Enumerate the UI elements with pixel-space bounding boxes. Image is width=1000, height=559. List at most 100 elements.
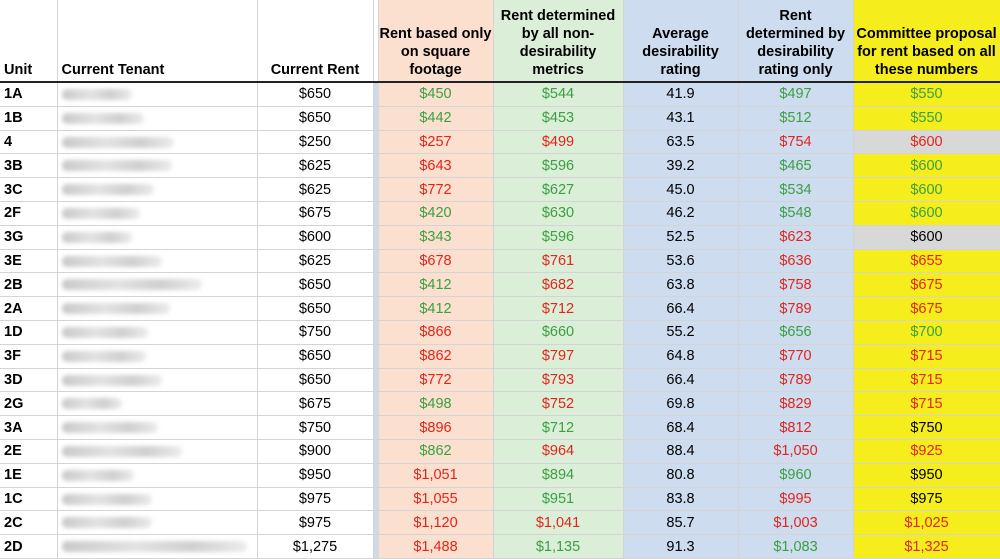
cell-current-rent[interactable]: $1,275: [257, 534, 374, 559]
cell-current-rent[interactable]: $650: [257, 368, 374, 393]
cell-unit[interactable]: 2G: [0, 391, 58, 417]
cell-current-rent[interactable]: $600: [257, 225, 374, 250]
cell-avg-desirability[interactable]: 43.1: [623, 106, 739, 131]
cell-rent-desirability[interactable]: $829: [738, 391, 854, 417]
cell-committee-proposal[interactable]: $550: [853, 106, 1000, 131]
cell-rent-sqft[interactable]: $772: [378, 177, 494, 202]
cell-committee-proposal[interactable]: $1,025: [853, 510, 1000, 536]
cell-committee-proposal[interactable]: $675: [853, 296, 1000, 321]
cell-tenant[interactable]: [57, 415, 258, 440]
cell-unit[interactable]: 2D: [0, 534, 58, 559]
cell-rent-desirability[interactable]: $512: [738, 106, 854, 131]
cell-tenant[interactable]: [57, 368, 258, 393]
cell-committee-proposal[interactable]: $600: [853, 130, 1000, 155]
cell-committee-proposal[interactable]: $925: [853, 439, 1000, 464]
cell-avg-desirability[interactable]: 45.0: [623, 177, 739, 202]
cell-avg-desirability[interactable]: 83.8: [623, 487, 739, 512]
cell-unit[interactable]: 2A: [0, 296, 58, 321]
cell-rent-sqft[interactable]: $862: [378, 439, 494, 464]
cell-tenant[interactable]: [57, 439, 258, 464]
cell-unit[interactable]: 2F: [0, 201, 58, 226]
cell-rent-non-desirability[interactable]: $793: [493, 368, 624, 393]
cell-avg-desirability[interactable]: 68.4: [623, 415, 739, 440]
cell-tenant[interactable]: [57, 249, 258, 274]
cell-avg-desirability[interactable]: 66.4: [623, 368, 739, 393]
cell-rent-desirability[interactable]: $1,050: [738, 439, 854, 464]
cell-tenant[interactable]: [57, 106, 258, 131]
cell-rent-non-desirability[interactable]: $964: [493, 439, 624, 464]
cell-rent-non-desirability[interactable]: $712: [493, 415, 624, 440]
cell-unit[interactable]: 3G: [0, 225, 58, 250]
cell-committee-proposal[interactable]: $550: [853, 82, 1000, 107]
cell-rent-non-desirability[interactable]: $761: [493, 249, 624, 274]
cell-rent-desirability[interactable]: $758: [738, 272, 854, 298]
header-rent-desirability[interactable]: Rent determined by desirability rating o…: [738, 0, 854, 83]
cell-committee-proposal[interactable]: $655: [853, 249, 1000, 274]
cell-tenant[interactable]: [57, 391, 258, 417]
cell-committee-proposal[interactable]: $600: [853, 153, 1000, 179]
cell-unit[interactable]: 3C: [0, 177, 58, 202]
cell-rent-desirability[interactable]: $995: [738, 487, 854, 512]
cell-avg-desirability[interactable]: 91.3: [623, 534, 739, 559]
cell-current-rent[interactable]: $650: [257, 106, 374, 131]
cell-rent-desirability[interactable]: $812: [738, 415, 854, 440]
cell-unit[interactable]: 1E: [0, 463, 58, 488]
cell-rent-sqft[interactable]: $866: [378, 320, 494, 345]
cell-unit[interactable]: 1B: [0, 106, 58, 131]
cell-avg-desirability[interactable]: 55.2: [623, 320, 739, 345]
cell-rent-sqft[interactable]: $412: [378, 272, 494, 298]
cell-unit[interactable]: 1D: [0, 320, 58, 345]
cell-current-rent[interactable]: $750: [257, 320, 374, 345]
cell-unit[interactable]: 1A: [0, 82, 58, 107]
cell-tenant[interactable]: [57, 225, 258, 250]
cell-avg-desirability[interactable]: 41.9: [623, 82, 739, 107]
cell-avg-desirability[interactable]: 80.8: [623, 463, 739, 488]
cell-rent-sqft[interactable]: $643: [378, 153, 494, 179]
cell-rent-non-desirability[interactable]: $453: [493, 106, 624, 131]
cell-rent-desirability[interactable]: $656: [738, 320, 854, 345]
cell-rent-sqft[interactable]: $1,120: [378, 510, 494, 536]
cell-current-rent[interactable]: $975: [257, 487, 374, 512]
cell-unit[interactable]: 2B: [0, 272, 58, 298]
cell-tenant[interactable]: [57, 320, 258, 345]
cell-committee-proposal[interactable]: $700: [853, 320, 1000, 345]
cell-committee-proposal[interactable]: $600: [853, 225, 1000, 250]
cell-current-rent[interactable]: $975: [257, 510, 374, 536]
cell-tenant[interactable]: [57, 153, 258, 179]
cell-rent-sqft[interactable]: $1,055: [378, 487, 494, 512]
cell-rent-sqft[interactable]: $862: [378, 344, 494, 369]
cell-current-rent[interactable]: $625: [257, 249, 374, 274]
cell-unit[interactable]: 3E: [0, 249, 58, 274]
cell-unit[interactable]: 3D: [0, 368, 58, 393]
cell-rent-sqft[interactable]: $442: [378, 106, 494, 131]
cell-avg-desirability[interactable]: 46.2: [623, 201, 739, 226]
cell-tenant[interactable]: [57, 344, 258, 369]
cell-current-rent[interactable]: $650: [257, 272, 374, 298]
cell-current-rent[interactable]: $650: [257, 344, 374, 369]
cell-committee-proposal[interactable]: $715: [853, 344, 1000, 369]
cell-current-rent[interactable]: $950: [257, 463, 374, 488]
cell-rent-desirability[interactable]: $960: [738, 463, 854, 488]
cell-avg-desirability[interactable]: 66.4: [623, 296, 739, 321]
header-committee-proposal[interactable]: Committee proposal for rent based on all…: [853, 0, 1000, 83]
cell-avg-desirability[interactable]: 64.8: [623, 344, 739, 369]
cell-rent-sqft[interactable]: $420: [378, 201, 494, 226]
cell-committee-proposal[interactable]: $715: [853, 368, 1000, 393]
cell-rent-non-desirability[interactable]: $682: [493, 272, 624, 298]
cell-current-rent[interactable]: $250: [257, 130, 374, 155]
cell-current-rent[interactable]: $900: [257, 439, 374, 464]
cell-current-rent[interactable]: $650: [257, 82, 374, 107]
cell-tenant[interactable]: [57, 130, 258, 155]
cell-committee-proposal[interactable]: $1,325: [853, 534, 1000, 559]
cell-rent-desirability[interactable]: $770: [738, 344, 854, 369]
cell-avg-desirability[interactable]: 53.6: [623, 249, 739, 274]
cell-rent-sqft[interactable]: $1,051: [378, 463, 494, 488]
cell-tenant[interactable]: [57, 463, 258, 488]
header-rent-sqft[interactable]: Rent based only on square footage: [378, 0, 494, 83]
cell-committee-proposal[interactable]: $950: [853, 463, 1000, 488]
cell-rent-desirability[interactable]: $789: [738, 368, 854, 393]
header-avg-desirability[interactable]: Average desirability rating: [623, 0, 739, 83]
cell-unit[interactable]: 3A: [0, 415, 58, 440]
cell-unit[interactable]: 4: [0, 130, 58, 155]
cell-rent-non-desirability[interactable]: $951: [493, 487, 624, 512]
